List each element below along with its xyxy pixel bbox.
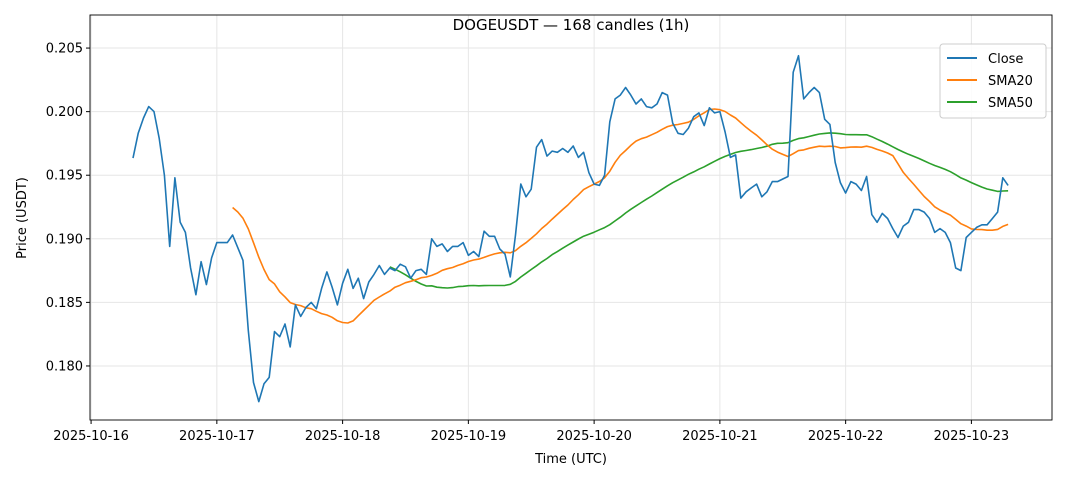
legend: Close SMA20 SMA50 xyxy=(939,43,1047,119)
y-tick-label: 0.200 xyxy=(46,105,83,120)
grid xyxy=(90,15,1052,420)
chart-title: DOGEUSDT — 168 candles (1h) xyxy=(453,16,690,34)
x-tick-label: 2025-10-16 xyxy=(53,429,129,444)
legend-label-sma20: SMA20 xyxy=(988,74,1033,89)
legend-box xyxy=(939,43,1047,119)
x-tick-label: 2025-10-19 xyxy=(431,429,507,444)
x-tick-label: 2025-10-18 xyxy=(305,429,381,444)
series-layer xyxy=(132,54,1009,403)
x-tick-label: 2025-10-17 xyxy=(179,429,255,444)
x-tick-label: 2025-10-21 xyxy=(682,429,758,444)
sma20-line xyxy=(232,108,1009,324)
y-tick-label: 0.185 xyxy=(46,296,83,311)
axis-ticks: 0.180 0.185 0.190 0.195 0.200 0.205 2025-10-16… xyxy=(46,42,1009,444)
y-tick-label: 0.195 xyxy=(46,169,83,184)
x-tick-label: 2025-10-20 xyxy=(556,429,632,444)
y-tick-label: 0.190 xyxy=(46,232,83,247)
x-axis-label: Time (UTC) xyxy=(534,452,607,467)
y-tick-label: 0.205 xyxy=(46,42,83,57)
y-tick-label: 0.180 xyxy=(46,359,83,374)
legend-label-close: Close xyxy=(988,52,1023,67)
x-tick-label: 2025-10-23 xyxy=(934,429,1010,444)
sma50-line xyxy=(389,132,1009,289)
legend-label-sma50: SMA50 xyxy=(988,96,1033,111)
y-axis-label: Price (USDT) xyxy=(15,177,30,259)
plot-frame xyxy=(89,14,1053,421)
x-tick-label: 2025-10-22 xyxy=(808,429,884,444)
close-line xyxy=(132,54,1009,403)
